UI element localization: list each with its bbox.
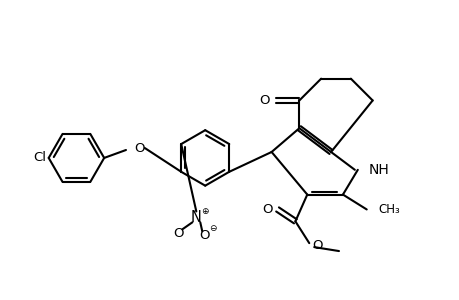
Text: ⊖: ⊖ — [209, 224, 216, 233]
Text: Cl: Cl — [34, 152, 47, 164]
Text: ⊕: ⊕ — [201, 207, 208, 216]
Text: O: O — [258, 94, 269, 107]
Text: CH₃: CH₃ — [378, 203, 399, 216]
Text: O: O — [199, 229, 209, 242]
Text: O: O — [134, 142, 145, 154]
Text: O: O — [312, 238, 322, 252]
Text: O: O — [262, 203, 272, 216]
Text: O: O — [173, 227, 183, 240]
Text: N: N — [190, 210, 202, 225]
Text: NH: NH — [368, 163, 389, 177]
